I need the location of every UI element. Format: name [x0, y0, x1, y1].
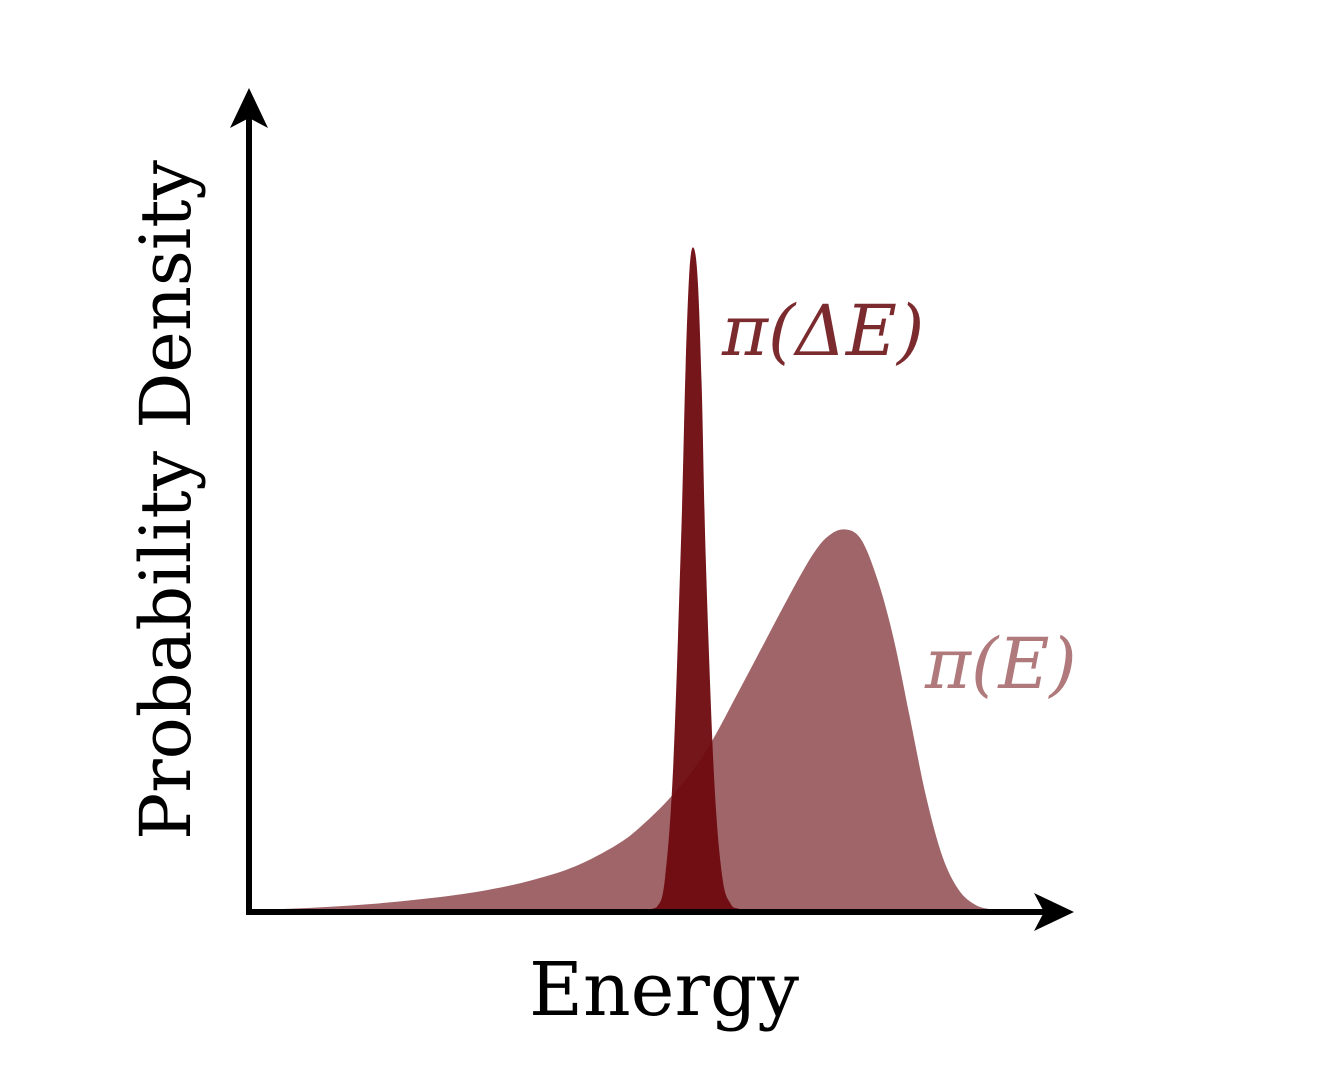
x-axis-label: Energy — [529, 947, 799, 1033]
x-axis-arrowhead — [1034, 893, 1074, 931]
y-axis-arrowhead — [230, 88, 268, 128]
series-label-delta-e: π(ΔE) — [721, 290, 924, 372]
series-label-e: π(E) — [924, 623, 1077, 705]
plot-area — [249, 247, 1008, 911]
y-axis-label: Probability Density — [125, 160, 207, 840]
series-area-energy — [249, 529, 1008, 910]
series-area-delta-energy — [640, 247, 755, 911]
